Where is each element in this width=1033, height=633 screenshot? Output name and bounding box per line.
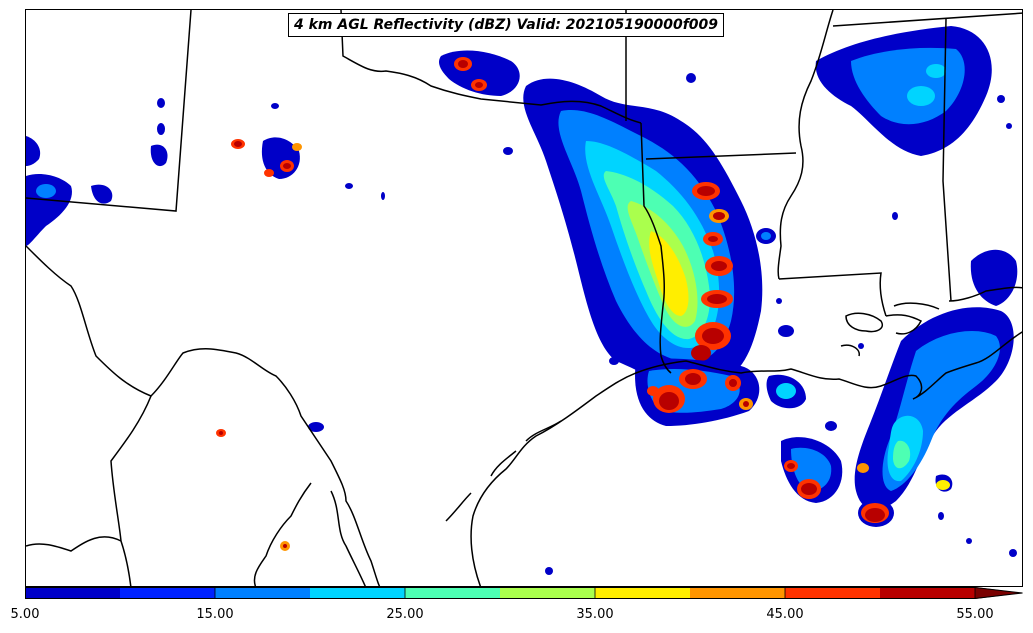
gulf-coast-detail xyxy=(445,420,562,522)
colorbar-tick-label: 25.00 xyxy=(386,607,424,622)
colorbar-segment xyxy=(25,587,121,599)
colorbar-tick-label: 15.00 xyxy=(196,607,234,622)
colorbar-segment xyxy=(880,587,976,599)
colorbar-segment xyxy=(595,587,691,599)
mexico-state-line-2 xyxy=(26,536,122,552)
echo-coastal-cluster xyxy=(635,358,760,426)
colorbar-segment xyxy=(785,587,881,599)
colorbar-segment xyxy=(120,587,216,599)
echo-strong-cells xyxy=(691,182,733,361)
lake-pontchartrain xyxy=(893,302,940,310)
colorbar-tick-label: 35.00 xyxy=(576,607,614,622)
echo-gulf-band xyxy=(854,307,1014,527)
colorbar-tick-label: 45.00 xyxy=(766,607,804,622)
ar-la-border xyxy=(645,152,797,160)
mississippi-delta xyxy=(845,312,883,333)
map-boundaries xyxy=(26,10,1022,586)
mexico-state-line-4 xyxy=(330,490,366,586)
colorbar-segment xyxy=(690,587,786,599)
panhandle-line xyxy=(26,10,192,212)
tn-border xyxy=(832,12,1022,27)
colorbar-segment xyxy=(405,587,501,599)
colorbar-tick-label: 55.00 xyxy=(956,607,994,622)
ms-al-border xyxy=(942,18,952,302)
echo-offshore-cluster xyxy=(766,374,843,503)
texas-border-west xyxy=(26,245,381,586)
echo-west-edge xyxy=(26,98,168,246)
reflectivity-map xyxy=(26,10,1022,586)
map-title: 4 km AGL Reflectivity (dBZ) Valid: 20210… xyxy=(288,13,725,37)
mississippi-river xyxy=(777,10,834,280)
colorbar-tick-label: 5.00 xyxy=(10,607,40,622)
echo-north-cells xyxy=(216,50,520,551)
gulf-coastline xyxy=(470,331,1022,586)
colorbar-segment xyxy=(215,587,311,599)
radar-echoes xyxy=(26,26,1018,575)
colorbar-extend-arrow xyxy=(975,587,1023,599)
colorbar-segment xyxy=(310,587,406,599)
mexico-state-line-1 xyxy=(110,395,152,586)
echo-northeast-cluster xyxy=(815,26,1018,306)
delta-detail xyxy=(840,314,923,357)
colorbar-outline xyxy=(25,587,1023,599)
ms-la-border xyxy=(778,272,887,317)
colorbar-segment xyxy=(500,587,596,599)
echo-scattered xyxy=(381,73,1017,575)
mexico-state-line-3 xyxy=(253,482,312,586)
oklahoma-red-river xyxy=(340,10,642,124)
map-panel xyxy=(25,9,1023,587)
tx-la-border xyxy=(640,122,672,374)
colorbar xyxy=(25,587,1023,599)
echo-main-line-40 xyxy=(649,231,689,316)
al-fl-border xyxy=(948,286,1022,302)
